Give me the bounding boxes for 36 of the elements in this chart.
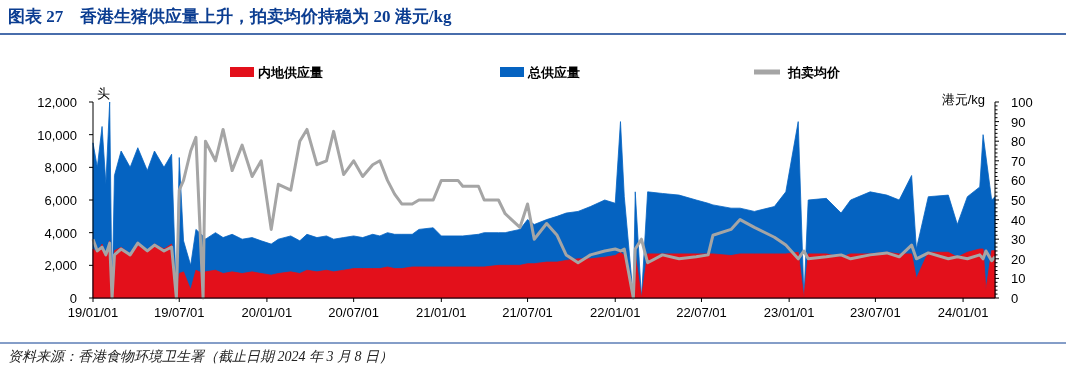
- y-tick-label: 2,000: [44, 258, 77, 274]
- legend-label: 内地供应量: [258, 65, 323, 80]
- y2-tick-label: 80: [1011, 134, 1026, 150]
- y2-tick-label: 100: [1011, 95, 1033, 110]
- x-tick-label: 19/07/01: [153, 305, 205, 320]
- x-tick-label: 23/01/01: [763, 305, 815, 320]
- y2-tick-label: 10: [1011, 271, 1026, 287]
- y2-tick-label: 20: [1011, 251, 1026, 267]
- x-tick-label: 19/01/01: [67, 305, 119, 320]
- x-tick-label: 22/01/01: [589, 305, 641, 320]
- y2-tick-label: 70: [1011, 153, 1026, 169]
- y2-tick-label: 90: [1011, 114, 1026, 130]
- legend-label: 拍卖均价: [787, 65, 841, 80]
- y-tick-label: 8,000: [44, 160, 77, 176]
- x-tick-label: 24/01/01: [937, 305, 989, 320]
- text: 资料来源：香港食物环境卫生署（截止日期 2024 年 3 月 8 日）: [8, 349, 393, 364]
- y2-axis-title: 港元/kg: [941, 92, 985, 107]
- y2-tick-label: 40: [1011, 212, 1026, 228]
- x-tick-label: 21/01/01: [416, 305, 467, 320]
- y-axis-title: 头: [96, 86, 110, 101]
- chart-title: 图表 27 香港生猪供应量上升，拍卖均价持稳为 20 港元/kg: [8, 7, 452, 26]
- y2-tick-label: 60: [1011, 173, 1026, 189]
- y2-tick-label: 0: [1011, 291, 1019, 306]
- x-tick-label: 21/07/01: [502, 305, 553, 320]
- x-tick-label: 20/01/01: [241, 305, 293, 320]
- y-tick-label: 4,000: [44, 225, 77, 241]
- y-tick-label: 10,000: [37, 127, 77, 143]
- x-tick-label: 22/07/01: [676, 305, 727, 320]
- x-tick-label: 23/07/01: [850, 305, 901, 320]
- y-tick-label: 6,000: [44, 193, 77, 208]
- y-tick-label: 12,000: [37, 95, 77, 110]
- legend-label: 总供应量: [527, 65, 580, 80]
- x-tick-label: 20/07/01: [328, 305, 379, 320]
- y2-tick-label: 30: [1011, 232, 1026, 248]
- y-tick-label: 0: [69, 291, 77, 306]
- y2-tick-label: 50: [1011, 193, 1026, 208]
